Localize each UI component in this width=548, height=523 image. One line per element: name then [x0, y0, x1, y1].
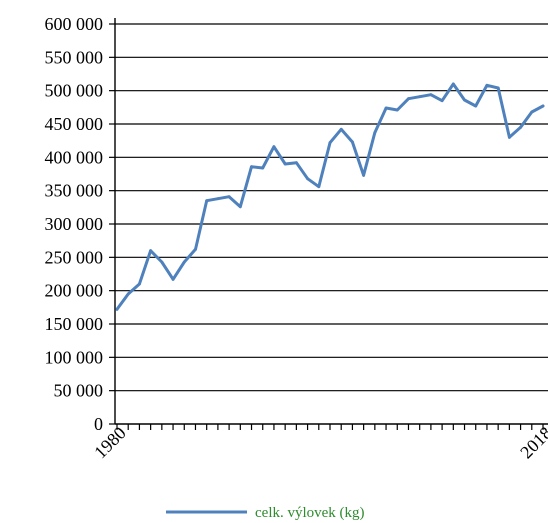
- data-point: [328, 141, 332, 145]
- legend: celk. výlovek (kg): [166, 505, 365, 521]
- data-point: [283, 162, 287, 166]
- x-axis: 1980 2018: [90, 423, 548, 462]
- series-line: [115, 82, 545, 311]
- data-point: [373, 131, 377, 135]
- data-point: [272, 145, 276, 149]
- data-point: [205, 199, 209, 203]
- data-point: [407, 97, 410, 101]
- y-tick-label: 600 000: [45, 14, 104, 34]
- y-tick-label: 550 000: [45, 47, 104, 67]
- data-point: [474, 104, 478, 108]
- y-tick-label: 350 000: [45, 181, 104, 201]
- data-point: [429, 93, 433, 97]
- data-point: [306, 177, 309, 181]
- data-point: [541, 104, 545, 108]
- data-point: [395, 108, 399, 112]
- data-point: [149, 249, 153, 253]
- data-point: [126, 292, 130, 296]
- y-axis: 0 50 000 100 000 150 000 200 000 250 000 300 0…: [45, 14, 116, 434]
- data-point: [171, 277, 175, 281]
- y-tick-label: 200 000: [45, 281, 104, 301]
- data-point: [463, 98, 466, 102]
- y-tick-label: 150 000: [45, 314, 104, 334]
- y-tick-label: 250 000: [45, 247, 104, 267]
- data-point: [261, 166, 265, 170]
- data-point: [238, 205, 242, 209]
- data-point: [160, 260, 164, 264]
- data-point: [519, 125, 522, 129]
- y-tick-label: 300 000: [45, 214, 104, 234]
- data-point: [351, 140, 354, 144]
- data-point: [507, 135, 511, 139]
- data-point: [384, 106, 388, 110]
- data-point: [339, 127, 343, 131]
- gridlines: [115, 23, 548, 392]
- data-point: [418, 95, 422, 99]
- data-point: [138, 282, 141, 286]
- y-tick-label: 0: [94, 414, 103, 434]
- data-point: [362, 173, 366, 177]
- data-point: [250, 165, 253, 169]
- data-point: [317, 185, 321, 189]
- data-point: [451, 82, 455, 86]
- series-layer: [115, 82, 545, 311]
- data-point: [227, 195, 231, 199]
- y-tick-label: 100 000: [45, 347, 104, 367]
- data-point: [115, 307, 119, 311]
- data-point: [530, 110, 534, 114]
- y-tick-label: 450 000: [45, 114, 104, 134]
- y-tick-label: 400 000: [45, 147, 104, 167]
- legend-label: celk. výlovek (kg): [255, 505, 365, 521]
- data-point: [194, 247, 197, 251]
- data-point: [182, 260, 186, 264]
- data-point: [496, 86, 500, 90]
- y-tick-label: 500 000: [45, 81, 104, 101]
- data-point: [485, 83, 489, 87]
- data-point: [440, 99, 444, 103]
- data-point: [216, 197, 220, 201]
- y-tick-label: 50 000: [54, 381, 104, 401]
- data-point: [294, 161, 298, 165]
